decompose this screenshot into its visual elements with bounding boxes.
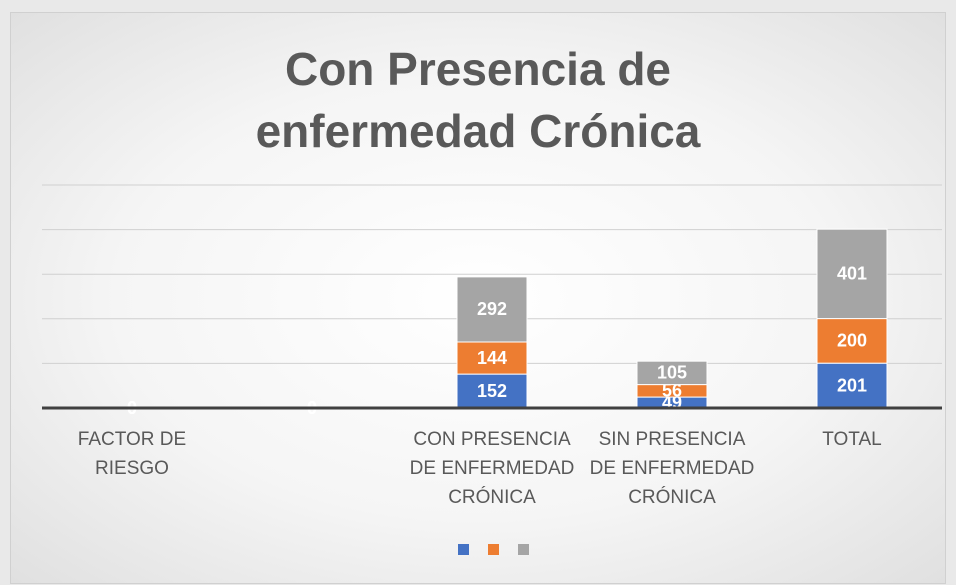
bar-segment [636,360,708,386]
x-tick-label: SIN PRESENCIA DE ENFERMEDAD CRÓNICA [589,429,755,508]
bar-segment [816,228,888,320]
data-label: 401 [837,264,867,284]
data-label: 56 [662,381,682,401]
data-label: 144 [477,348,507,368]
data-label: 105 [657,363,687,383]
x-tick-label: TOTAL [822,429,882,450]
x-tick-label: FACTOR DE RIESGO [77,429,187,479]
x-tick-label: CON PRESENCIA DE ENFERMEDAD CRÓNICA [409,429,575,508]
data-label: 200 [837,331,867,351]
legend-swatch [488,544,499,555]
data-label: 201 [837,375,867,395]
chart-title: Con Presencia de enfermedad Crónica [255,43,701,157]
bar-segment [456,276,528,343]
legend-swatch [518,544,529,555]
data-label: 152 [477,381,507,401]
bar-segment [816,318,888,364]
bar-segment [456,341,528,375]
legend-swatch [458,544,469,555]
data-label: 292 [477,299,507,319]
